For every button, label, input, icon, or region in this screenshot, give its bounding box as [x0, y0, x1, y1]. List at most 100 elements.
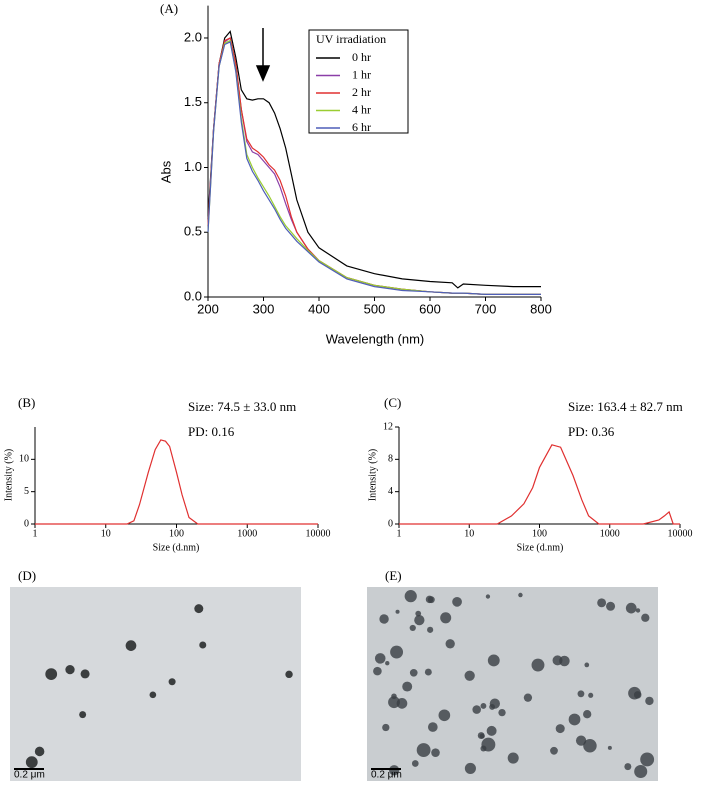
particle	[635, 608, 641, 613]
x-tick-label: 800	[530, 301, 552, 316]
data-line	[207, 41, 541, 295]
particle	[199, 641, 207, 649]
particle	[404, 590, 417, 603]
arrow	[255, 28, 271, 82]
particle	[409, 624, 416, 632]
y-tick-label: 0.5	[184, 224, 202, 239]
particle	[65, 664, 75, 675]
x-tick-label: 100	[532, 528, 547, 539]
panel-label: (A)	[160, 1, 178, 16]
particle	[285, 670, 293, 679]
particle	[445, 639, 455, 649]
particle	[555, 724, 565, 734]
particle	[409, 668, 418, 677]
particle	[424, 668, 432, 676]
x-axis-label: Size (d.nm)	[517, 542, 564, 553]
annotation: Size: 74.5 ± 33.0 nm	[188, 399, 296, 414]
particle	[373, 666, 382, 676]
x-tick-label: 10000	[668, 528, 693, 539]
y-tick-label: 1.0	[184, 159, 202, 174]
particle	[427, 722, 438, 732]
particle	[168, 678, 176, 686]
particle	[391, 693, 397, 700]
particle	[633, 691, 642, 699]
x-tick-label: 500	[364, 301, 386, 316]
x-tick-label: 1	[33, 528, 38, 539]
particle	[480, 703, 487, 709]
y-tick-label: 12	[383, 421, 393, 432]
particle	[389, 765, 400, 776]
particle	[597, 598, 607, 608]
particle	[374, 653, 386, 664]
y-tick-label: 4	[388, 486, 393, 497]
panel-label: (B)	[18, 395, 35, 410]
particle	[486, 725, 497, 736]
particle	[431, 748, 440, 757]
particle	[416, 743, 431, 757]
particle	[588, 692, 594, 698]
x-tick-label: 10000	[306, 528, 331, 539]
data-line	[35, 439, 318, 525]
particle	[80, 669, 90, 679]
y-tick-label: 1.5	[184, 94, 202, 109]
x-tick-label: 200	[197, 301, 219, 316]
y-tick-label: 5	[24, 486, 29, 497]
particle	[414, 614, 425, 626]
particle	[583, 710, 592, 719]
particle	[194, 604, 204, 614]
legend-box	[308, 29, 409, 134]
annotation: PD: 0.36	[568, 424, 615, 439]
particle	[425, 595, 434, 604]
x-tick-label: 700	[475, 301, 497, 316]
y-axis-label: Intensity (%)	[3, 449, 14, 502]
micrograph: (D) 0.2 μm	[10, 568, 301, 781]
y-tick-label: 0.0	[184, 288, 202, 303]
particle	[498, 708, 506, 717]
data-line	[399, 444, 680, 525]
x-tick-label: 1000	[600, 528, 620, 539]
y-tick-label: 8	[388, 454, 393, 465]
panel-label: (E)	[385, 568, 402, 583]
particle	[481, 737, 496, 752]
particle	[550, 746, 558, 755]
particle	[624, 763, 632, 771]
particle	[382, 723, 390, 732]
particle	[487, 654, 500, 667]
particle	[507, 752, 519, 764]
chart: 200 300 400 500 600 700 800 0.0 0.5 1.0 1.5 2.0 (A) W…	[158, 1, 551, 346]
particle	[438, 709, 451, 722]
legend-label: 6 hr	[352, 120, 371, 134]
x-tick-label: 1	[397, 528, 402, 539]
particle	[149, 691, 157, 699]
particle	[583, 739, 597, 753]
legend-label: 0 hr	[352, 50, 371, 64]
particle	[531, 658, 545, 672]
particle	[568, 713, 581, 726]
x-tick-label: 100	[169, 528, 184, 539]
y-tick-label: 10	[19, 454, 29, 465]
micrograph: (E) 0.2 μm	[367, 568, 658, 781]
particle	[379, 614, 389, 624]
particle	[402, 681, 413, 692]
particle	[79, 711, 87, 719]
x-tick-label: 10	[464, 528, 474, 539]
particle	[472, 705, 481, 714]
particle	[479, 733, 485, 739]
annotation: PD: 0.16	[188, 424, 235, 439]
particle	[584, 662, 590, 668]
particle	[25, 756, 38, 769]
particle	[577, 690, 585, 698]
particle	[45, 668, 58, 680]
y-axis-label: Intensity (%)	[367, 449, 378, 502]
y-tick-label: 2.0	[184, 29, 202, 44]
data-line	[207, 30, 541, 289]
x-axis-label: Wavelength (nm)	[326, 331, 425, 346]
annotation: Size: 163.4 ± 82.7 nm	[568, 399, 683, 414]
particle	[411, 760, 419, 767]
y-tick-label: 0	[24, 518, 29, 529]
particle	[390, 645, 404, 659]
particle	[395, 609, 400, 614]
chart: 1 10 100 1000 10000 0 5 10 (B) Size (d.nm) Intensi…	[3, 395, 330, 553]
x-axis-label: Size (d.nm)	[153, 542, 200, 553]
